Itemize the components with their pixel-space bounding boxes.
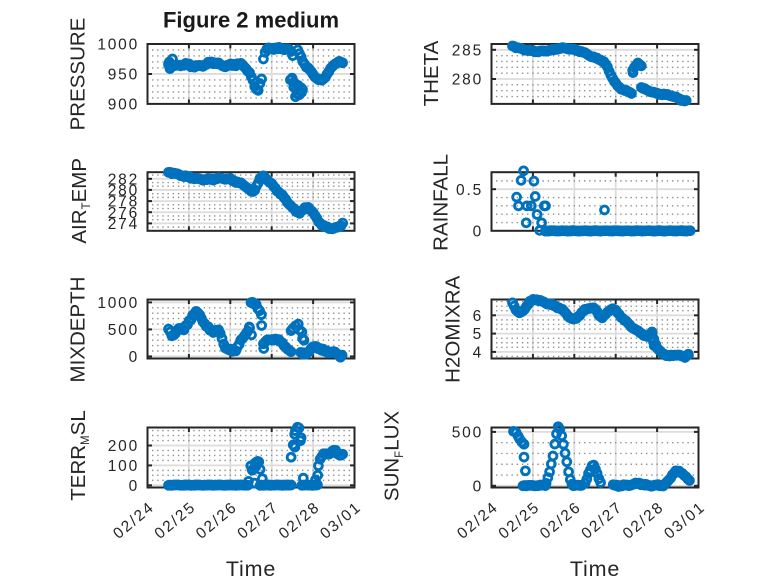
svg-text:100: 100 bbox=[108, 458, 139, 475]
svg-text:SUNFLUX: SUNFLUX bbox=[381, 411, 406, 502]
svg-text:285: 285 bbox=[452, 42, 483, 59]
svg-text:Time: Time bbox=[570, 557, 620, 581]
svg-text:MIXDEPTH: MIXDEPTH bbox=[67, 277, 90, 383]
svg-text:0: 0 bbox=[473, 223, 483, 240]
svg-text:4: 4 bbox=[473, 345, 483, 362]
svg-text:500: 500 bbox=[452, 425, 483, 442]
svg-text:500: 500 bbox=[108, 322, 139, 339]
svg-text:0.5: 0.5 bbox=[456, 182, 483, 199]
svg-text:278: 278 bbox=[108, 194, 139, 211]
svg-text:TERRMSL: TERRMSL bbox=[67, 410, 92, 500]
svg-text:PRESSURE: PRESSURE bbox=[67, 18, 90, 131]
svg-text:1000: 1000 bbox=[97, 295, 139, 312]
svg-text:6: 6 bbox=[473, 308, 483, 325]
svg-text:1000: 1000 bbox=[97, 37, 139, 54]
svg-text:H2OMIXRA: H2OMIXRA bbox=[442, 275, 465, 382]
svg-text:950: 950 bbox=[108, 67, 139, 84]
svg-text:0: 0 bbox=[129, 478, 139, 495]
svg-text:0: 0 bbox=[473, 478, 483, 495]
svg-text:276: 276 bbox=[108, 205, 139, 222]
svg-text:5: 5 bbox=[473, 326, 483, 343]
svg-text:280: 280 bbox=[108, 183, 139, 200]
svg-text:AIRTEMP: AIRTEMP bbox=[68, 158, 93, 244]
svg-text:THETA: THETA bbox=[420, 40, 443, 106]
svg-text:Figure 2 medium: Figure 2 medium bbox=[163, 7, 339, 32]
svg-text:280: 280 bbox=[452, 72, 483, 89]
svg-text:Time: Time bbox=[226, 557, 276, 581]
svg-text:282: 282 bbox=[108, 171, 139, 188]
svg-text:0: 0 bbox=[129, 349, 139, 366]
svg-text:200: 200 bbox=[108, 438, 139, 455]
svg-text:RAINFALL: RAINFALL bbox=[430, 154, 453, 251]
svg-text:274: 274 bbox=[108, 216, 139, 233]
svg-text:900: 900 bbox=[108, 97, 139, 114]
